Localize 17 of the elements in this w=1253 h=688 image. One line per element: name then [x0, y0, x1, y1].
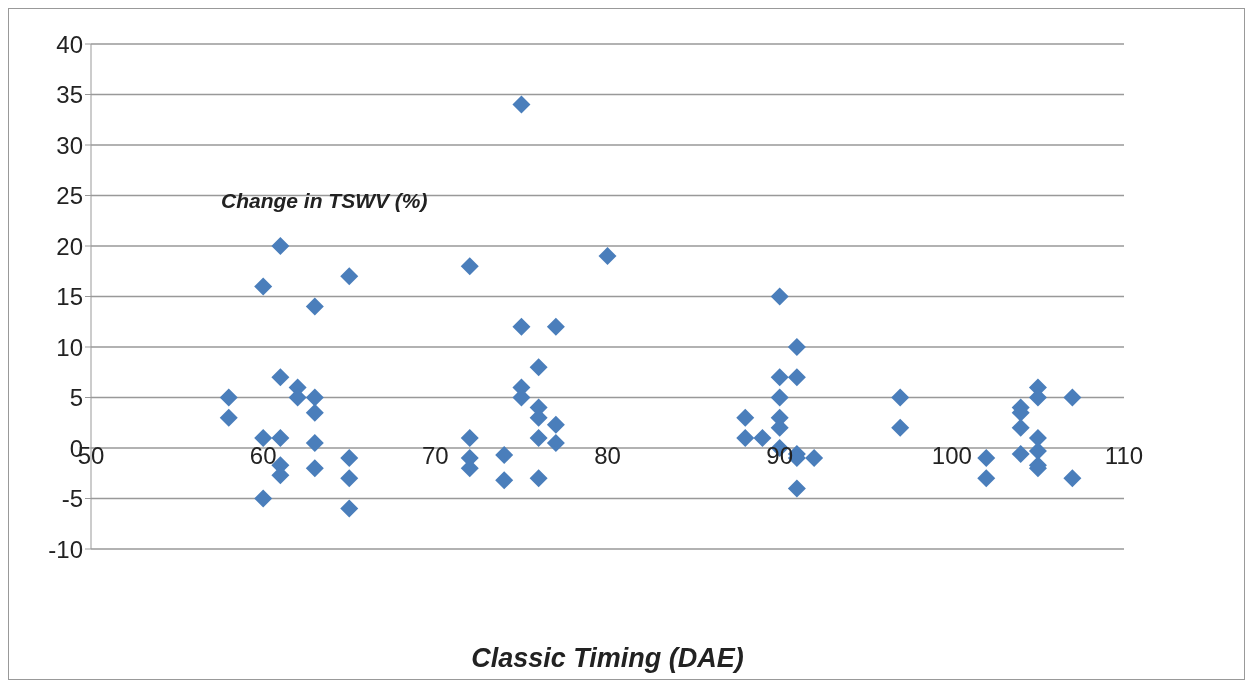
y-tick-label: -5 [61, 485, 83, 513]
y-tick-label: 10 [56, 333, 83, 361]
y-tick-label: 25 [56, 182, 83, 210]
y-tick-label: 35 [56, 81, 83, 109]
y-tick-label: 20 [56, 232, 83, 260]
x-tick-label: 110 [1104, 442, 1144, 469]
y-tick-label: 40 [56, 30, 83, 58]
x-tick-label: 100 [931, 442, 972, 469]
y-tick-label: 5 [69, 384, 83, 412]
y-axis-title: Change in TSWV (%) [221, 188, 428, 212]
y-tick-label: 30 [56, 131, 83, 159]
x-tick-label: 80 [594, 442, 621, 469]
y-tick-label: -10 [48, 535, 83, 563]
x-tick-label: 70 [421, 442, 449, 469]
y-tick-label: 15 [56, 283, 83, 311]
x-tick-label: 60 [249, 442, 277, 469]
x-axis-title: Classic Timing (DAE) [471, 643, 744, 673]
